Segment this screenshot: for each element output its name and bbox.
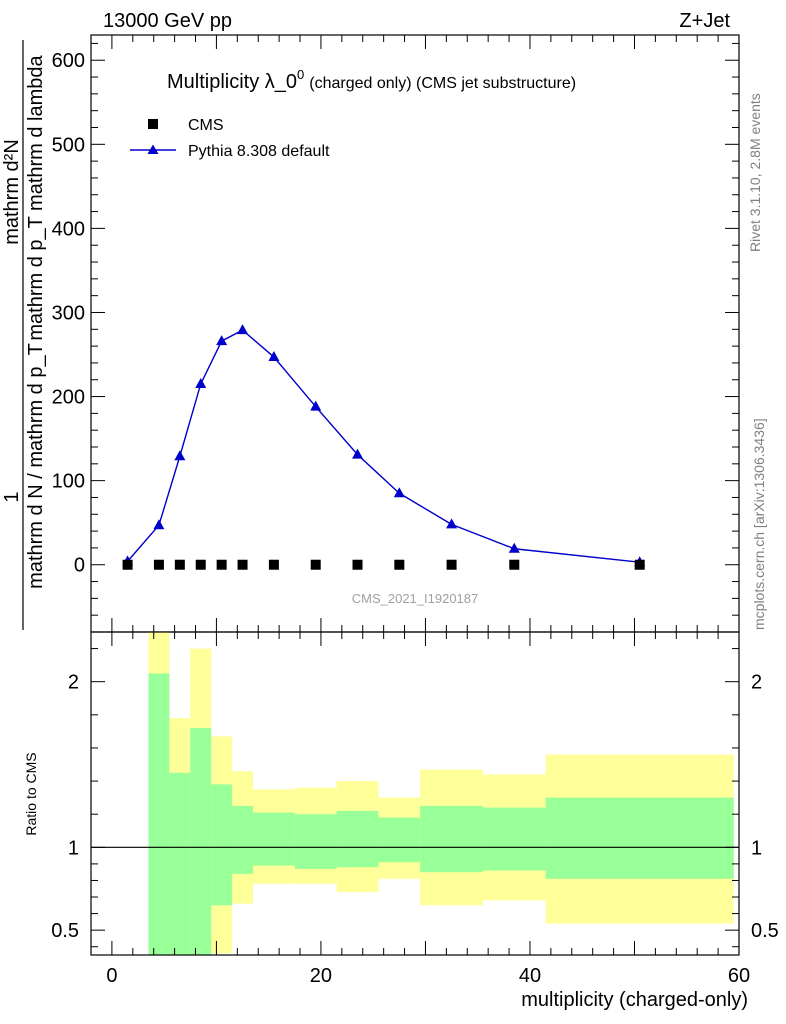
legend-marker-pythia [147,144,159,154]
ratio-inner-band-bin [336,810,379,868]
pythia-data-point [216,335,228,346]
ratio-inner-band-bin [378,817,421,863]
plot-title: Multiplicity λ_00(charged only) (CMS jet… [167,67,576,93]
cms-data-point [122,559,133,570]
cms-data-point [446,559,457,570]
pythia-data-point [446,518,458,529]
x-axis-label: multiplicity (charged-only) [521,989,748,1011]
ratio-inner-band-bin [482,807,546,871]
ratio-x-tick-label: 0 [106,965,117,987]
ratio-inner-band-bin [211,784,233,906]
pythia-data-point [352,448,364,459]
y-label-numerator-left: 1 [1,491,23,502]
cms-data-point [268,559,279,570]
pythia-series-line [127,329,640,563]
mcplots-label: mcplots.cern.ch [arXiv:1306.3436] [751,418,767,630]
cms-data-point [216,559,227,570]
y-label-denominator-left: mathrm d N / mathrm d p_T [25,343,47,589]
ratio-inner-band-bin [545,797,734,879]
ratio-inner-band-bin [253,812,295,866]
ratio-x-tick-label: 20 [310,965,332,987]
process-label: Z+Jet [679,10,730,32]
main-y-tick-label: 500 [52,134,85,156]
legend-label-pythia: Pythia 8.308 default [188,143,330,160]
main-y-tick-label: 300 [52,302,85,324]
cms-data-point [634,559,645,570]
ratio-inner-band-bin [420,805,483,873]
legend-label-cms: CMS [188,117,224,134]
ratio-x-tick-label: 40 [519,965,541,987]
cms-data-point [174,559,185,570]
pythia-data-point [268,351,280,362]
ratio-inner-band-bin [294,814,337,869]
cms-data-point [195,559,206,570]
y-label-denominator-right: mathrm d p_T mathrm d lambda [25,54,47,340]
energy-label: 13000 GeV pp [103,10,232,32]
main-y-tick-label: 400 [52,218,85,240]
ratio-x-tick-label: 60 [728,965,750,987]
cms-data-point [237,559,248,570]
ratio-inner-band-bin [190,728,212,955]
ratio-plot-panel: 0 20 40 60 0.5 0.5 1 1 2 2 [51,631,779,987]
ratio-inner-band-bin [232,805,253,874]
main-y-tick-label: 600 [52,50,85,72]
ratio-y-tick-label-left: 0.5 [51,920,79,942]
pythia-data-point [174,450,186,461]
ratio-y-tick-label-left: 1 [68,837,79,859]
ratio-y-axis-label: Ratio to CMS [23,752,39,835]
ratio-y-tick-label-left: 2 [68,672,79,694]
main-y-tick-label: 0 [74,555,85,577]
cms-data-point [394,559,405,570]
cms-data-point [509,559,520,570]
cms-data-point [352,559,363,570]
pythia-data-point [508,542,520,553]
pythia-data-point [195,377,207,388]
ratio-inner-band-bin [169,772,191,955]
pythia-data-point [310,400,322,411]
legend: CMS Pythia 8.308 default [130,117,330,160]
ratio-y-tick-label-right: 1 [751,837,762,859]
cms-data-point [153,559,164,570]
pythia-data-point [237,324,249,335]
ratio-inner-band-bin [148,673,170,955]
y-label-numerator-right: mathrm d²N [1,139,23,245]
main-y-axis-label: 1 mathrm d N / mathrm d p_T mathrm d²N m… [1,40,47,630]
ratio-y-tick-label-right: 2 [751,672,762,694]
analysis-watermark: CMS_2021_I1920187 [352,591,479,606]
main-y-tick-label: 100 [52,471,85,493]
ratio-plot-frame [90,631,740,956]
ratio-y-tick-label-right: 0.5 [751,920,779,942]
main-y-tick-label: 200 [52,387,85,409]
legend-marker-cms [148,119,158,129]
rivet-version-label: Rivet 3.1.10, 2.8M events [747,93,763,252]
pythia-data-point [153,519,165,530]
cms-data-point [310,559,321,570]
pythia-data-point [393,487,405,498]
